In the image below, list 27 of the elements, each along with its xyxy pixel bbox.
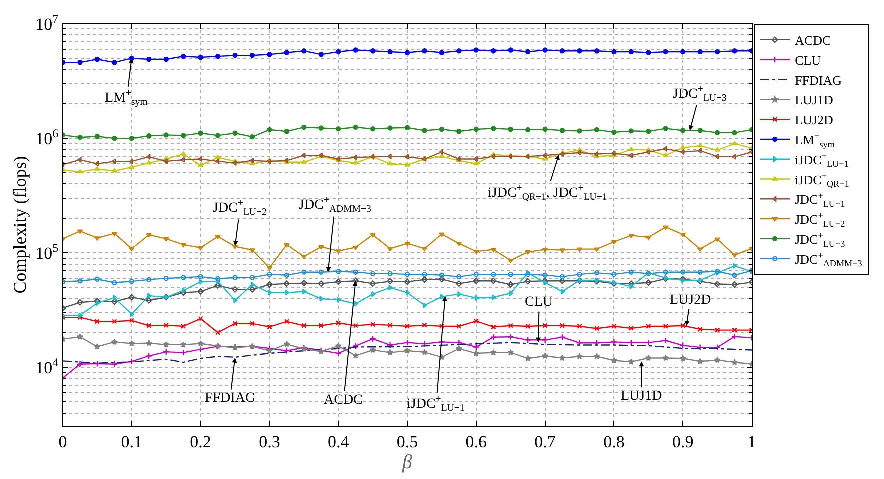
y-tick-label: 10$^{5}$ xyxy=(36,240,59,264)
y-tick-label: 10$^{4}$ xyxy=(36,356,59,378)
legend-label: ACDC xyxy=(795,33,832,48)
legend-label: LUJ2D xyxy=(795,112,834,128)
y-tick-label: 10$^{7}$ xyxy=(36,12,59,34)
x-tick-label: 0.6 xyxy=(466,432,488,452)
annotation: ACDC xyxy=(324,393,363,408)
y-tick-label: 10$^{6}$ xyxy=(36,126,59,149)
annotation: FFDIAG xyxy=(205,391,256,406)
x-axis-title: β xyxy=(402,451,413,474)
legend-label: FFDIAG xyxy=(795,72,842,88)
x-tick-label: 0.4 xyxy=(328,432,350,452)
x-tick-label: 0.1 xyxy=(121,432,143,452)
x-tick-label: 0.5 xyxy=(396,432,418,452)
x-tick-label: 1 xyxy=(748,432,756,452)
legend-label: CLU xyxy=(795,52,822,68)
annotation: CLU xyxy=(525,295,553,310)
x-tick-label: 0.7 xyxy=(534,432,556,452)
annotation: LUJ2D xyxy=(670,293,712,308)
annotation: LUJ1D xyxy=(621,389,662,404)
x-tick-label: 0.8 xyxy=(604,432,625,452)
x-tick-label: 0.2 xyxy=(190,432,212,452)
x-tick-label: 0 xyxy=(58,432,68,452)
x-tick-label: 0.9 xyxy=(672,432,694,452)
y-axis-title: Complexity (flops) xyxy=(10,156,30,294)
x-tick-label: 0.3 xyxy=(259,432,280,452)
legend-label: LUJ1D xyxy=(795,92,834,108)
